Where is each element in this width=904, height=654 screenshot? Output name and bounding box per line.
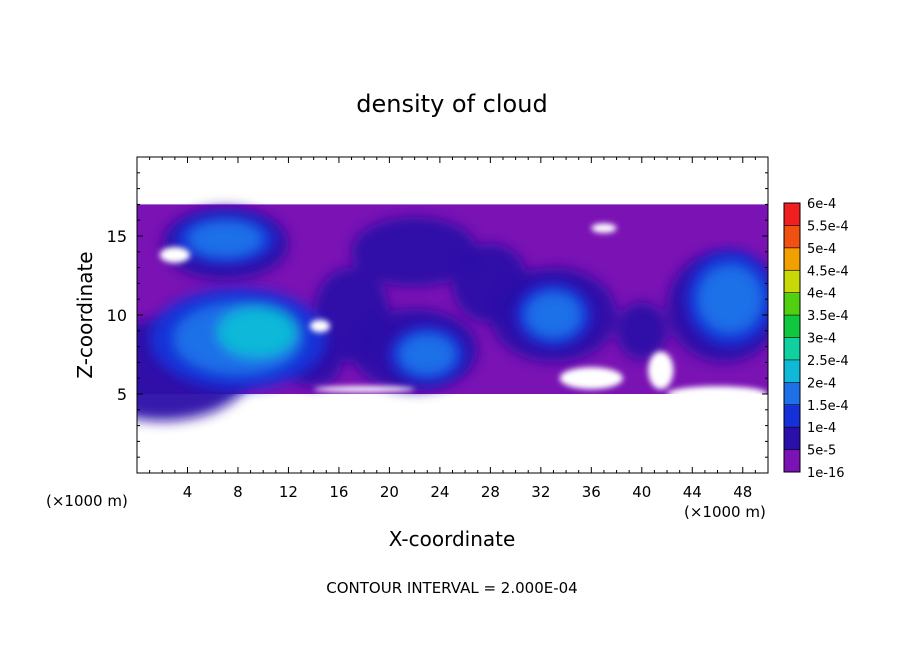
colorbar-swatch: [784, 427, 800, 451]
colorbar-label: 2.5e-4: [807, 354, 849, 369]
colorbar-swatch: [784, 315, 800, 338]
colorbar-swatch: [784, 270, 800, 294]
heatmap-plot-area: [137, 204, 768, 421]
x-axis-unit-label: (×1000 m): [684, 503, 766, 521]
x-axis-label: X-coordinate: [389, 527, 516, 551]
cloud-core-patch: [351, 217, 478, 287]
x-tick-label: 28: [481, 483, 500, 501]
colorbar-swatch: [784, 382, 800, 406]
colorbar-swatch: [784, 404, 800, 428]
colorbar-label: 3.5e-4: [807, 309, 849, 324]
y-axis-label: Z-coordinate: [73, 251, 97, 378]
colorbar-label: 5e-5: [807, 444, 836, 459]
x-tick-label: 12: [279, 483, 298, 501]
cloud-gaps: [159, 223, 768, 402]
colorbar: 1e-16 5e-5 1e-4 1.5e-4 2e-4 2.5e-4 3e-4 3.5e-4 4…: [783, 197, 849, 481]
colorbar-label: 5.5e-4: [807, 219, 849, 234]
cloud-blob: [515, 283, 592, 347]
y-tick-label: 15: [107, 227, 127, 246]
colorbar-swatch: [784, 449, 800, 473]
colorbar-swatch: [784, 203, 800, 226]
cloud-blob: [389, 326, 466, 383]
cloud-core-patch: [452, 243, 529, 323]
x-tick-label: 44: [683, 483, 702, 501]
colorbar-swatch: [784, 247, 800, 271]
colorbar-label: 3e-4: [807, 332, 836, 347]
x-tick-label: 48: [733, 483, 752, 501]
cloud-blob: [685, 251, 768, 347]
colorbar-swatch: [784, 337, 800, 361]
cloud-core-patch: [616, 302, 668, 360]
x-tick-label: 24: [430, 483, 449, 501]
x-tick-label: 20: [380, 483, 399, 501]
colorbar-label: 4e-4: [807, 287, 836, 302]
colorbar-swatch: [784, 359, 800, 383]
colorbar-swatch: [784, 225, 800, 249]
x-axis-ticks: 4 8 12 16 20 24 28 32 36 40 44 48: [149, 157, 756, 501]
x-tick-label: 16: [329, 483, 348, 501]
y-tick-label: 10: [107, 306, 127, 325]
cloud-core-patch: [313, 267, 390, 363]
cloud-blob: [149, 288, 327, 390]
colorbar-label: 6e-4: [807, 197, 836, 212]
colorbar-label: 4.5e-4: [807, 264, 849, 279]
x-tick-label: 40: [632, 483, 651, 501]
x-tick-label: 36: [582, 483, 601, 501]
y-axis-ticks: 5 10 15: [107, 172, 768, 458]
y-tick-label: 5: [117, 385, 127, 404]
colorbar-label: 5e-4: [807, 242, 836, 257]
colorbar-label: 1e-16: [807, 466, 845, 481]
y-axis-unit-label: (×1000 m): [46, 492, 128, 510]
contour-interval-note: CONTOUR INTERVAL = 2.000E-04: [326, 579, 577, 597]
colorbar-swatch: [784, 292, 800, 316]
chart-title: density of cloud: [356, 90, 547, 118]
x-tick-label: 4: [183, 483, 193, 501]
x-tick-label: 32: [531, 483, 550, 501]
colorbar-label: 2e-4: [807, 376, 836, 391]
colorbar-label: 1e-4: [807, 421, 836, 436]
cloud-blob: [174, 213, 276, 265]
x-tick-label: 8: [233, 483, 243, 501]
colorbar-label: 1.5e-4: [807, 399, 849, 414]
